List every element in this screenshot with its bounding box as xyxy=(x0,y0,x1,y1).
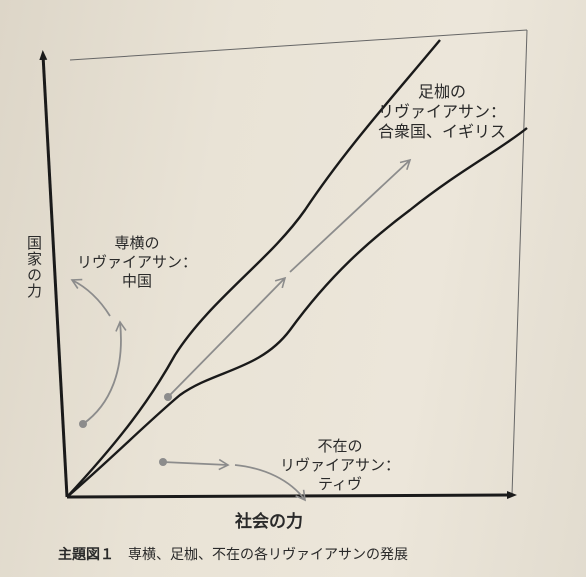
corridor-upper-boundary xyxy=(66,39,441,498)
shackled-label-line-1: 足枷の xyxy=(417,82,466,101)
figure-caption: 主題図１ 専横、足枷、不在の各リヴァイアサンの発展 xyxy=(58,544,408,564)
figure-caption-text: 専横、足枷、不在の各リヴァイアサンの発展 xyxy=(128,547,408,563)
figure-number: 主題図１ xyxy=(58,547,114,563)
shackled-arrow-2 xyxy=(289,158,412,273)
absent-arrow-2 xyxy=(234,464,306,502)
despotic-arrow-2 xyxy=(70,278,111,317)
shackled-label-line-2: リヴァイアサン： xyxy=(377,102,506,121)
corridor-lower-boundary xyxy=(66,127,528,498)
shackled-arrow-1 xyxy=(167,276,287,398)
y-axis xyxy=(39,50,69,498)
despotic-label-line-2: リヴァイアサン： xyxy=(76,253,197,271)
absent-label-line-3: ティヴ xyxy=(317,475,363,493)
despotic-label-line-3: 中国 xyxy=(121,272,152,290)
absent-arrow-1 xyxy=(162,458,230,471)
shackled-label-line-3: 合衆国、イギリス xyxy=(377,122,506,141)
x-axis-label: 社会の力 xyxy=(235,512,303,532)
y-axis-label: 国家の力 xyxy=(25,235,43,299)
x-axis xyxy=(66,491,517,500)
despotic-arrow-1 xyxy=(82,320,127,425)
absent-leviathan-label: 不在の リヴァイアサン： ティヴ xyxy=(270,437,410,494)
frame-right xyxy=(511,29,528,496)
despotic-leviathan-label: 専横の リヴァイアサン： 中国 xyxy=(72,234,202,291)
shackled-leviathan-label: 足枷の リヴァイアサン： 合衆国、イギリス xyxy=(372,82,512,142)
absent-label-line-2: リヴァイアサン： xyxy=(279,456,400,474)
despotic-label-line-1: 専横の xyxy=(114,234,160,252)
absent-label-line-1: 不在の xyxy=(317,437,363,455)
frame-top xyxy=(69,29,528,61)
